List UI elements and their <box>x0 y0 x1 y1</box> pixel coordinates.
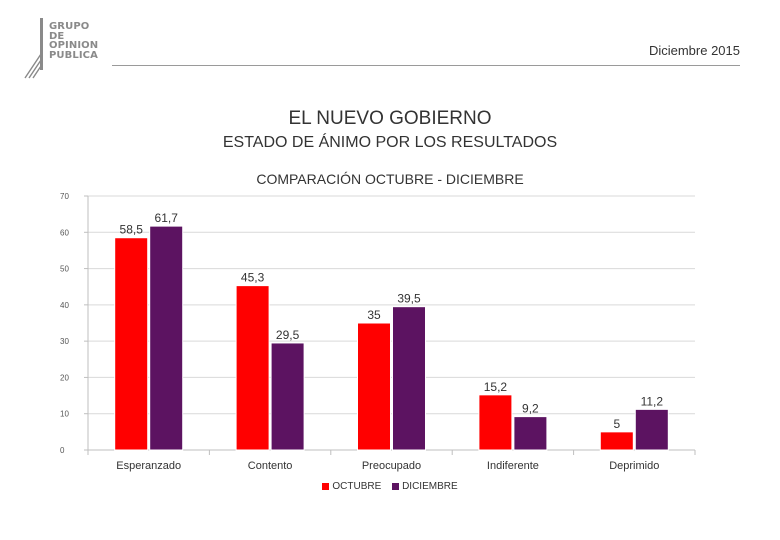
bar-octubre <box>599 431 634 451</box>
legend-label: OCTUBRE <box>332 481 382 492</box>
y-tick-label: 20 <box>60 373 69 382</box>
data-label: 61,7 <box>155 211 179 225</box>
page-title: EL NUEVO GOBIERNO <box>288 108 492 129</box>
logo-line: DE <box>49 30 65 42</box>
data-label: 5 <box>613 417 620 431</box>
bar-octubre <box>114 237 149 451</box>
x-tick-label: Contento <box>248 460 293 472</box>
x-tick-label: Indiferente <box>487 460 539 472</box>
chart-legend: OCTUBRE DICIEMBRE <box>0 481 780 492</box>
bar-diciembre <box>270 342 305 451</box>
y-tick-label: 50 <box>60 265 69 274</box>
logo-mark-icon <box>24 18 43 79</box>
bar-diciembre <box>392 306 426 451</box>
page-subtitle: ESTADO DE ÁNIMO POR LOS RESULTADOS <box>222 134 558 151</box>
data-label: 35 <box>367 308 381 322</box>
logo-line: PUBLICA <box>49 49 98 61</box>
logo-line: OPINION <box>49 40 99 51</box>
data-label: 58,5 <box>120 223 144 237</box>
bar-octubre <box>235 285 270 451</box>
legend-swatch-diciembre <box>392 483 400 490</box>
bar-octubre <box>357 322 391 451</box>
y-tick-label: 40 <box>60 301 69 310</box>
bar-octubre <box>478 394 513 451</box>
data-label: 15,2 <box>484 380 508 394</box>
x-tick-label: Deprimido <box>609 460 659 472</box>
y-tick-label: 70 <box>60 192 69 201</box>
x-tick-label: Esperanzado <box>116 460 181 472</box>
legend-label: DICIEMBRE <box>402 481 458 492</box>
logo-line: GRUPO <box>49 21 90 32</box>
legend-item-octubre: OCTUBRE <box>322 481 381 492</box>
data-label: 45,3 <box>241 271 265 285</box>
bar-diciembre <box>149 225 184 451</box>
y-tick-label: 30 <box>60 337 69 346</box>
y-tick-label: 10 <box>60 410 69 419</box>
bar-diciembre <box>513 416 548 451</box>
bar-diciembre <box>634 408 669 451</box>
data-label: 29,5 <box>276 328 300 342</box>
legend-swatch-octubre <box>322 483 330 490</box>
y-tick-label: 60 <box>60 228 69 237</box>
data-label: 9,2 <box>522 402 539 416</box>
y-tick-label: 0 <box>60 446 65 455</box>
header-divider <box>112 65 740 66</box>
report-date: Diciembre 2015 <box>648 43 740 58</box>
logo: GRUPO DE OPINION PUBLICA <box>24 18 114 80</box>
logo-text: GRUPO DE OPINION PUBLICA <box>49 22 119 60</box>
legend-item-diciembre: DICIEMBRE <box>392 481 458 492</box>
chart-title: COMPARACIÓN OCTUBRE - DICIEMBRE <box>256 171 524 187</box>
data-label: 11,2 <box>641 394 664 408</box>
data-label: 39,5 <box>397 292 421 306</box>
x-tick-label: Preocupado <box>362 460 421 472</box>
